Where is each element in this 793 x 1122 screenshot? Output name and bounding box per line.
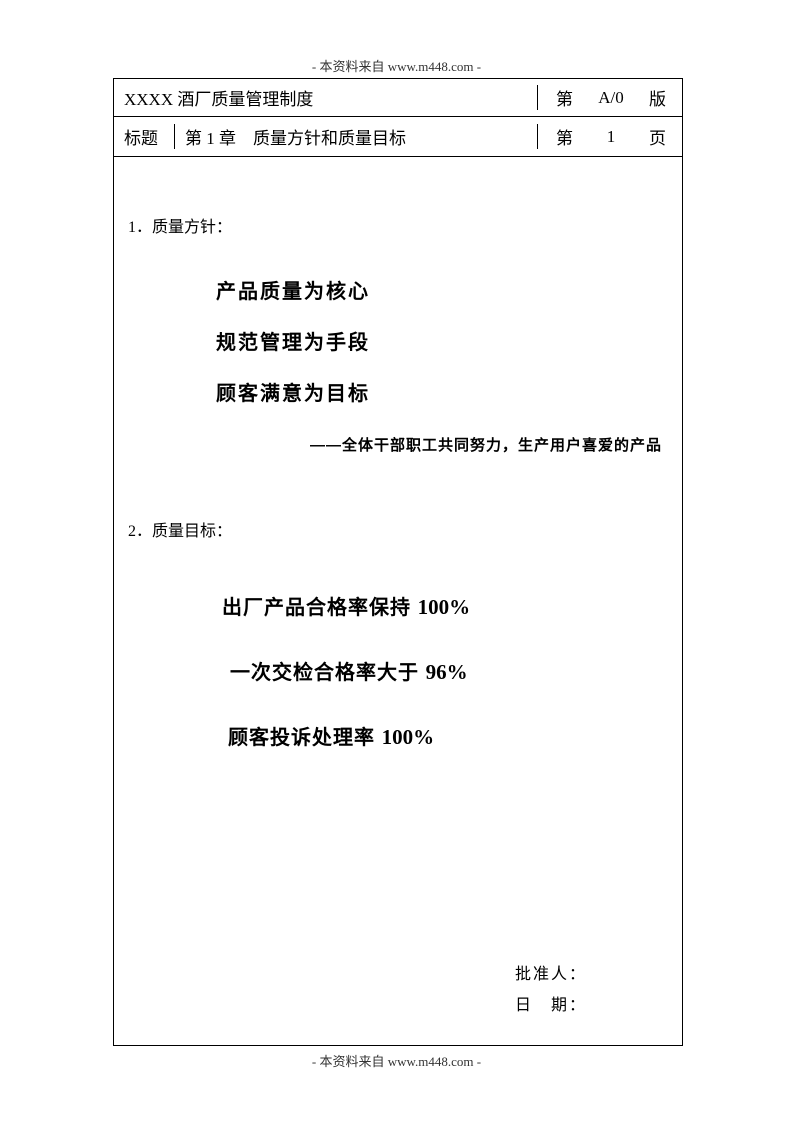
approval-block: 批准人： 日 期： (515, 960, 587, 1021)
policy-line-2: 规范管理为手段 (216, 326, 668, 355)
doc-title-cell: XXXX 酒厂质量管理制度 (114, 85, 537, 110)
section-2-heading: 2．质量目标： (128, 517, 668, 541)
chapter-cell: 第 1 章 质量方针和质量目标 (174, 124, 537, 149)
watermark-top: - 本资料来自 www.m448.com - (0, 56, 793, 75)
version-cell: 第 A/0 版 (537, 85, 682, 110)
approver-label: 批准人： (515, 960, 587, 990)
title-label-cell: 标题 (114, 124, 174, 149)
watermark-bottom: - 本资料来自 www.m448.com - (0, 1051, 793, 1070)
target-3-text: 顾客投诉处理率 (228, 727, 382, 749)
policy-block: 产品质量为核心 规范管理为手段 顾客满意为目标 (216, 275, 668, 406)
target-2-num: 96% (426, 660, 468, 684)
date-label: 日 期： (515, 991, 587, 1021)
version-prefix: 第 (556, 85, 573, 110)
target-3-num: 100% (382, 725, 435, 749)
content-area: 1．质量方针： 产品质量为核心 规范管理为手段 顾客满意为目标 ——全体干部职工… (114, 157, 682, 800)
version-value: A/0 (598, 88, 624, 108)
policy-line-1: 产品质量为核心 (216, 275, 668, 304)
target-1-text: 出厂产品合格率保持 (222, 597, 418, 619)
page-prefix: 第 (556, 124, 573, 149)
page-num-cell: 第 1 页 (537, 124, 682, 149)
page-value: 1 (607, 127, 616, 147)
chapter-text: 第 1 章 质量方针和质量目标 (185, 124, 406, 149)
target-1-num: 100% (418, 595, 471, 619)
page-suffix: 页 (649, 124, 666, 149)
policy-sub-note: ——全体干部职工共同努力，生产用户喜爱的产品 (128, 434, 662, 455)
policy-line-3: 顾客满意为目标 (216, 377, 668, 406)
target-line-2: 一次交检合格率大于 96% (230, 656, 668, 685)
target-2-text: 一次交检合格率大于 (230, 662, 426, 684)
header-row-2: 标题 第 1 章 质量方针和质量目标 第 1 页 (114, 117, 682, 157)
target-line-3: 顾客投诉处理率 100% (228, 721, 668, 750)
page-frame: XXXX 酒厂质量管理制度 第 A/0 版 标题 第 1 章 质量方针和质量目标… (113, 78, 683, 1046)
section-1-heading: 1．质量方针： (128, 213, 668, 237)
title-label: 标题 (124, 124, 158, 149)
target-line-1: 出厂产品合格率保持 100% (222, 591, 668, 620)
targets-block: 出厂产品合格率保持 100% 一次交检合格率大于 96% 顾客投诉处理率 100… (222, 591, 668, 750)
header-row-1: XXXX 酒厂质量管理制度 第 A/0 版 (114, 79, 682, 117)
version-suffix: 版 (649, 85, 666, 110)
doc-title: XXXX 酒厂质量管理制度 (124, 85, 313, 110)
